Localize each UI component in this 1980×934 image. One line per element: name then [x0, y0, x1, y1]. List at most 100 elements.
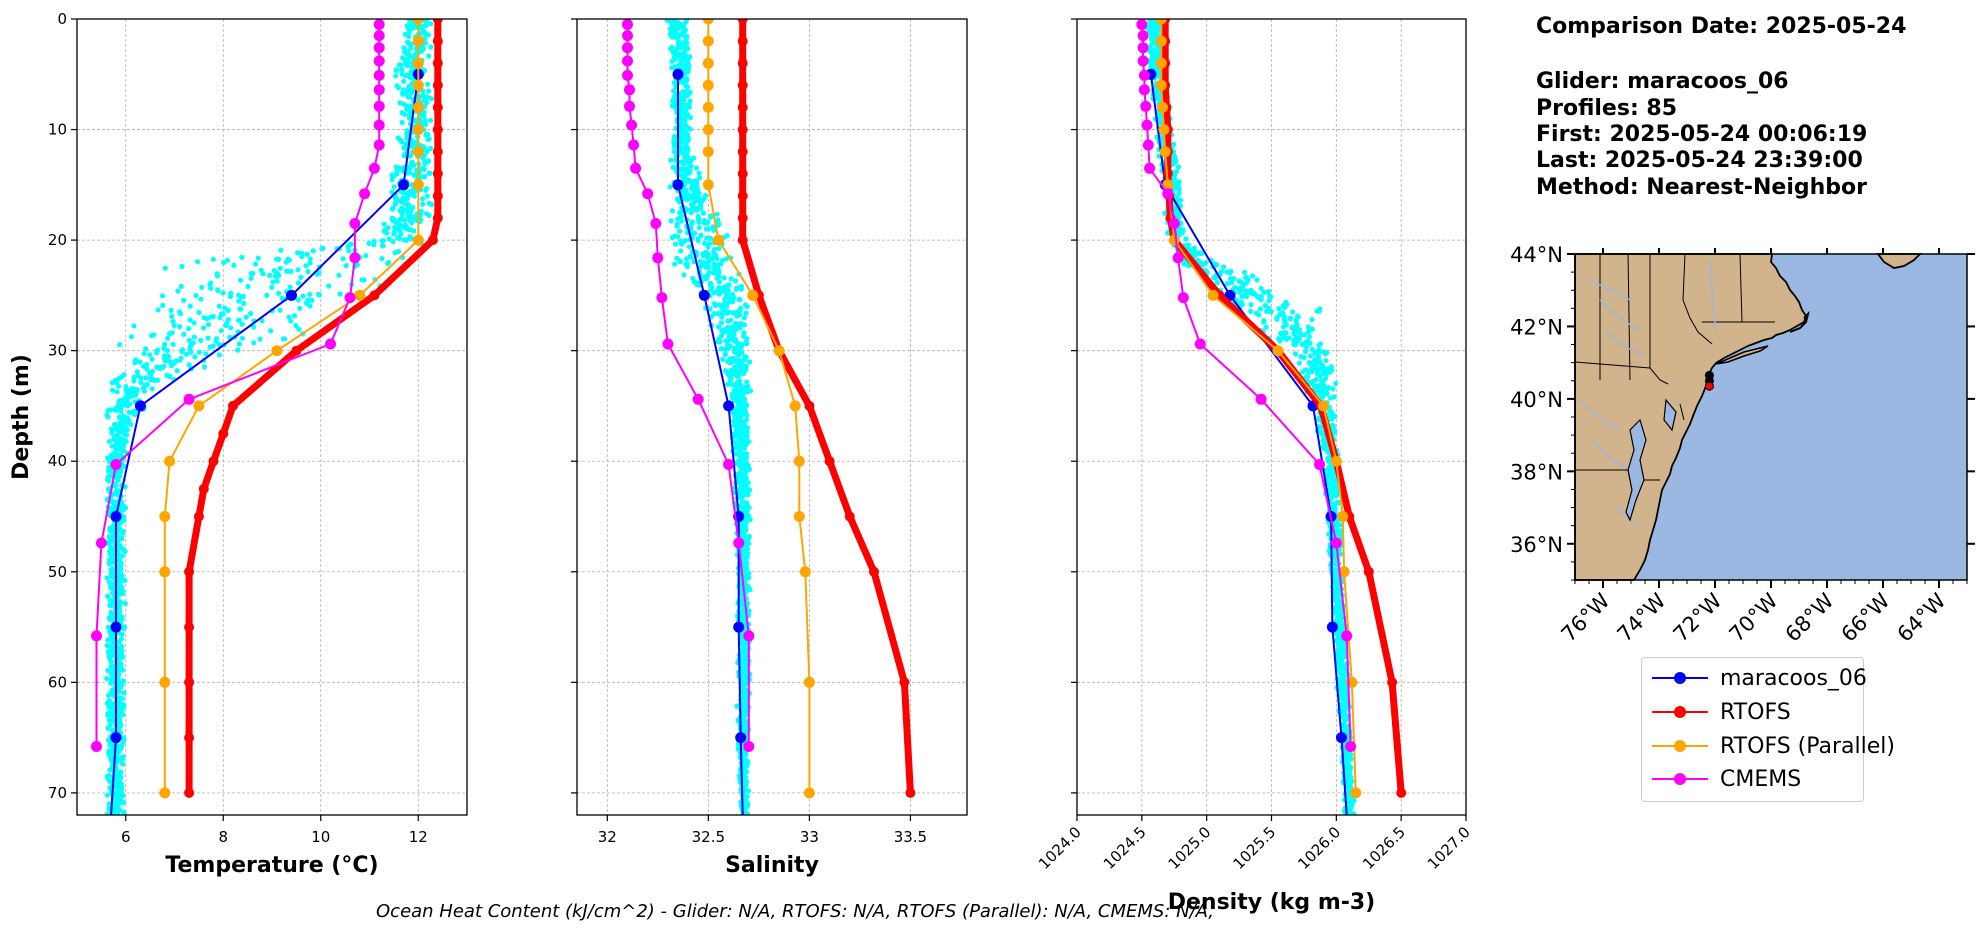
glider-scatter-point — [406, 29, 412, 35]
glider-scatter-point — [669, 23, 675, 29]
glider-scatter-point — [109, 380, 115, 386]
glider-scatter-point — [119, 631, 125, 638]
glider-scatter-point — [402, 222, 408, 228]
glider-scatter-point — [1329, 477, 1335, 483]
glider-scatter-point — [216, 352, 222, 358]
data-point — [427, 235, 438, 246]
glider-scatter-point — [343, 263, 349, 269]
data-point — [793, 511, 805, 522]
glider-scatter-point — [1322, 366, 1328, 372]
glider-scatter-point — [1214, 262, 1220, 268]
glider-scatter-point — [1283, 299, 1289, 305]
glider-scatter-point — [408, 160, 415, 166]
data-point — [652, 252, 664, 264]
glider-scatter-point — [1266, 289, 1272, 295]
glider-scatter-point — [179, 263, 185, 270]
glider-scatter-point — [1305, 329, 1311, 335]
glider-scatter-point — [428, 21, 434, 27]
glider-scatter-point — [1224, 280, 1230, 287]
glider-scatter-point — [107, 750, 113, 756]
glider-scatter-point — [1148, 42, 1154, 48]
glider-scatter-point — [121, 735, 127, 741]
glider-scatter-point — [395, 235, 401, 241]
data-point — [398, 179, 410, 191]
glider-scatter-point — [381, 228, 387, 234]
glider-scatter-point — [404, 196, 410, 202]
glider-scatter-point — [743, 363, 749, 369]
glider-scatter-point — [744, 500, 750, 506]
data-point — [702, 146, 714, 158]
glider-scatter-point — [390, 205, 396, 211]
data-point — [110, 459, 122, 470]
glider-scatter-point — [160, 302, 166, 308]
glider-scatter-point — [425, 158, 431, 164]
glider-scatter-point — [161, 345, 167, 351]
glider-scatter-point — [684, 40, 690, 46]
data-point — [844, 511, 855, 522]
glider-scatter-point — [305, 268, 311, 275]
glider-scatter-point — [744, 425, 751, 431]
glider-scatter-point — [741, 315, 748, 321]
glider-scatter-point — [731, 331, 737, 337]
glider-scatter-point — [108, 669, 115, 675]
glider-scatter-point — [733, 320, 739, 326]
glider-scatter-point — [411, 172, 417, 178]
glider-scatter-point — [405, 206, 411, 212]
glider-scatter-point — [719, 346, 725, 352]
glider-scatter-point — [681, 272, 687, 278]
glider-scatter-point — [673, 25, 680, 31]
glider-scatter-point — [406, 210, 412, 216]
glider-scatter-point — [1148, 28, 1154, 34]
glider-scatter-point — [734, 313, 740, 319]
glider-scatter-point — [108, 573, 114, 579]
glider-scatter-point — [1266, 298, 1272, 304]
glider-scatter-point — [737, 434, 744, 440]
data-point — [286, 289, 297, 301]
glider-scatter-point — [744, 379, 750, 385]
data-point — [354, 289, 366, 301]
data-point — [134, 400, 146, 412]
glider-scatter-point — [1305, 324, 1311, 330]
glider-scatter-point — [144, 381, 150, 388]
glider-scatter-point — [719, 314, 725, 320]
glider-scatter-point — [1320, 370, 1326, 376]
glider-scatter-point — [1339, 658, 1345, 665]
glider-scatter-point — [207, 281, 213, 287]
glider-scatter-point — [105, 624, 111, 631]
glider-scatter-point — [1344, 756, 1350, 762]
glider-scatter-point — [117, 342, 123, 348]
glider-scatter-point — [188, 343, 194, 349]
glider-scatter-point — [391, 184, 397, 190]
series-line-rtofs — [1161, 19, 1405, 794]
glider-scatter-point — [407, 46, 413, 52]
glider-scatter-point — [109, 633, 115, 639]
glider-scatter-point — [726, 282, 732, 288]
glider-scatter-point — [1343, 764, 1349, 770]
glider-scatter-point — [1286, 335, 1292, 341]
glider-scatter-point — [402, 61, 408, 67]
glider-scatter-point — [746, 586, 752, 592]
glider-scatter-point — [745, 574, 752, 580]
glider-scatter-point — [238, 306, 244, 312]
glider-scatter-point — [685, 84, 691, 90]
glider-scatter-point — [108, 659, 114, 665]
data-point — [702, 124, 714, 136]
data-point — [159, 676, 171, 688]
glider-scatter-point — [1341, 673, 1347, 679]
glider-scatter-point — [304, 251, 310, 257]
glider-scatter-point — [1228, 276, 1234, 282]
data-point — [737, 168, 748, 179]
glider-scatter-point — [399, 119, 405, 126]
glider-scatter-point — [1282, 319, 1288, 325]
data-point — [789, 400, 801, 412]
glider-scatter-point — [131, 378, 137, 384]
glider-scatter-point — [711, 261, 717, 267]
glider-scatter-point — [148, 372, 154, 378]
glider-scatter-point — [106, 717, 112, 723]
glider-scatter-point — [425, 32, 431, 38]
glider-scatter-point — [1314, 388, 1320, 394]
glider-scatter-point — [403, 237, 409, 243]
glider-scatter-point — [737, 413, 743, 420]
glider-scatter-point — [670, 164, 676, 170]
glider-scatter-point — [1176, 214, 1182, 220]
